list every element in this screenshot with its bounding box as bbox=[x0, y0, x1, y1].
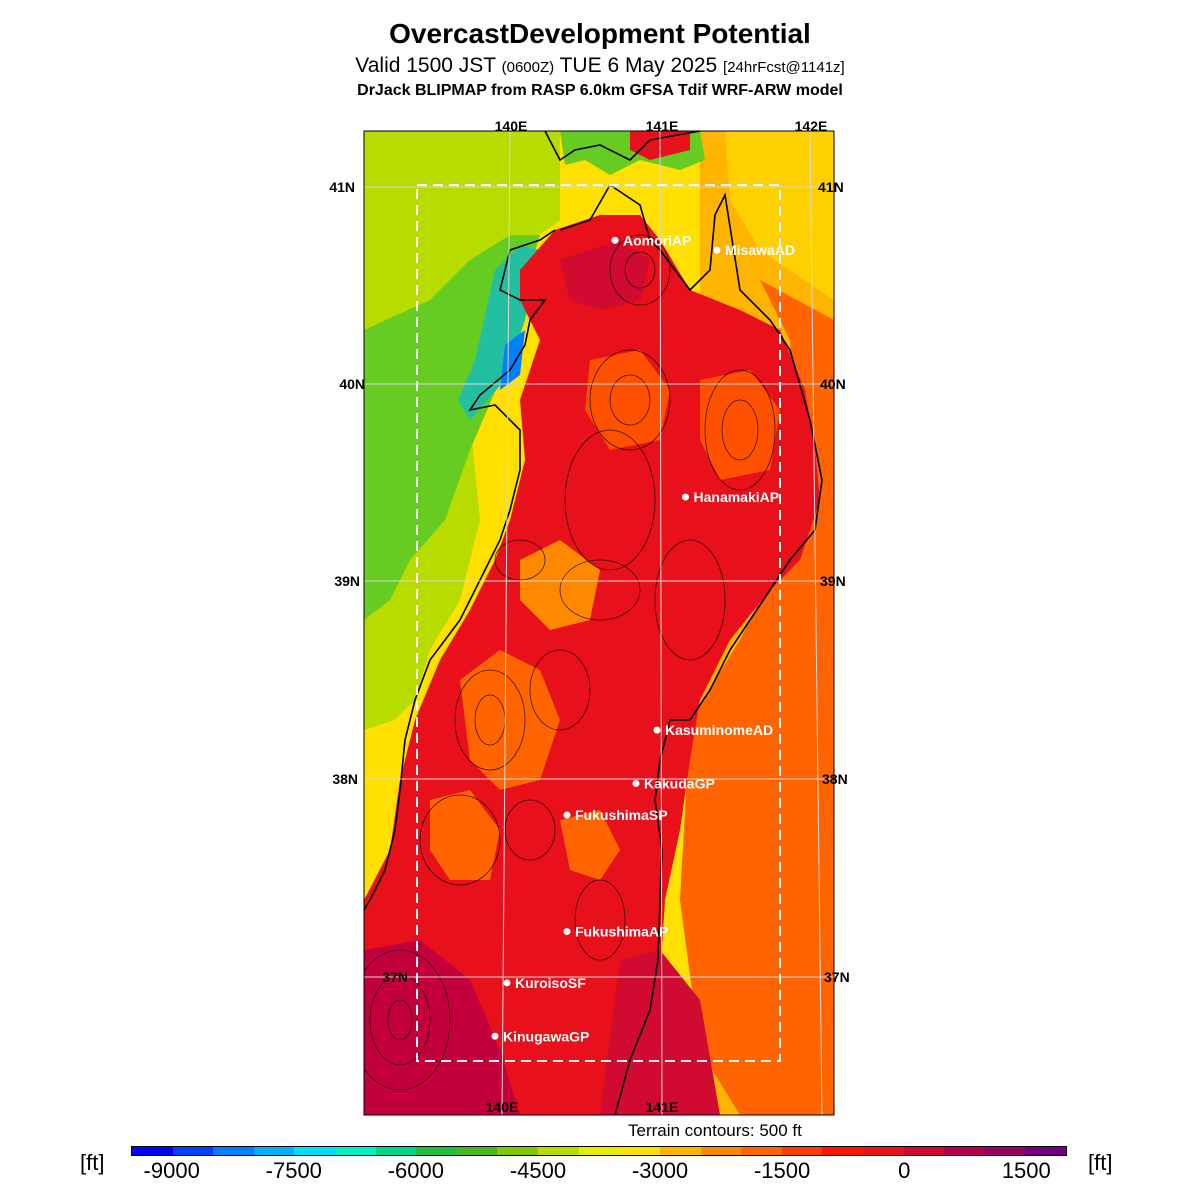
colorbar-swatch bbox=[375, 1147, 417, 1155]
coastline-north bbox=[544, 131, 701, 162]
land-darkred-n bbox=[560, 240, 650, 310]
colorbar-tick-label: -6000 bbox=[387, 1158, 444, 1183]
lon-label-top: 141E bbox=[646, 118, 679, 134]
colorbar-swatch bbox=[578, 1147, 620, 1155]
lat-label-left: 41N bbox=[329, 179, 355, 195]
station-label: FukushimaAP bbox=[575, 924, 668, 940]
lat-label-left: 38N bbox=[332, 771, 358, 787]
colorbar-swatch bbox=[253, 1147, 295, 1155]
colorbar-swatch bbox=[700, 1147, 742, 1155]
sea-blue-zone bbox=[500, 330, 525, 390]
colorbar-swatch bbox=[335, 1147, 376, 1155]
lat-label-left: 40N bbox=[339, 376, 365, 392]
colorbar-unit-left: [ft] bbox=[80, 1150, 105, 1175]
colorbar-swatch bbox=[497, 1147, 539, 1155]
colorbar-swatch bbox=[416, 1147, 457, 1155]
colorbar-swatch bbox=[213, 1147, 254, 1155]
lat-label-right: 37N bbox=[824, 969, 850, 985]
lat-label-left: 39N bbox=[334, 573, 360, 589]
land-orange-4 bbox=[700, 370, 780, 480]
colorbar-swatch bbox=[862, 1147, 904, 1155]
station-label: KasuminomeAD bbox=[665, 722, 773, 738]
valid-time-line: Valid 1500 JST (0600Z) TUE 6 May 2025 [2… bbox=[0, 54, 1200, 78]
colorbar-swatch bbox=[619, 1147, 660, 1155]
station-marker bbox=[611, 236, 619, 244]
colorbar-tick-label: -4500 bbox=[509, 1158, 567, 1183]
colorbar-tick-label: 0 bbox=[898, 1158, 911, 1183]
valid-main: Valid 1500 JST bbox=[355, 54, 496, 77]
valid-utc: (0600Z) bbox=[501, 59, 555, 76]
terrain-contour-note: Terrain contours: 500 ft bbox=[628, 1121, 802, 1140]
lon-label-top: 140E bbox=[495, 118, 528, 134]
lat-label-left: 37N bbox=[382, 969, 408, 985]
colorbar-tick-label: 1500 bbox=[1001, 1158, 1051, 1183]
lat-label-right: 40N bbox=[820, 376, 846, 392]
colorbar-swatch bbox=[903, 1147, 945, 1155]
colorbar-swatch bbox=[944, 1147, 985, 1155]
page-title: OvercastDevelopment Potential bbox=[389, 18, 811, 49]
colorbar-tick-label: -9000 bbox=[143, 1158, 200, 1183]
land-orange-5 bbox=[430, 790, 500, 880]
colorbar-swatch bbox=[1025, 1147, 1067, 1155]
colorbar-swatch bbox=[132, 1147, 173, 1155]
station-label: KuroisoSF bbox=[515, 975, 586, 991]
station-label: MisawaAD bbox=[725, 242, 795, 258]
station-label: AomoriAP bbox=[623, 232, 691, 248]
station-marker bbox=[713, 246, 721, 254]
valid-date: TUE 6 May 2025 bbox=[559, 54, 718, 77]
land-orange-1 bbox=[460, 650, 560, 790]
station-label: KakudaGP bbox=[644, 775, 715, 791]
colorbar-tick-label: -3000 bbox=[631, 1158, 689, 1183]
lon-label-bottom: 140E bbox=[486, 1099, 519, 1115]
station-label: FukushimaSP bbox=[575, 807, 668, 823]
colorbar-swatch bbox=[741, 1147, 782, 1155]
lon-label-bottom: 141E bbox=[646, 1099, 679, 1115]
map-frame bbox=[363, 130, 835, 1116]
station-marker bbox=[563, 928, 571, 936]
colorbar-swatch bbox=[172, 1147, 214, 1155]
colorbar-swatch bbox=[984, 1147, 1026, 1155]
land-darkred-sw bbox=[364, 940, 520, 1115]
coastline-west bbox=[364, 229, 556, 911]
map-field bbox=[364, 131, 834, 1115]
graticule bbox=[364, 131, 834, 1115]
station-marker bbox=[682, 493, 689, 501]
station-marker bbox=[653, 726, 661, 734]
model-line: DrJack BLIPMAP from RASP 6.0km GFSA Tdif… bbox=[357, 82, 843, 99]
colorbar-swatch bbox=[781, 1147, 823, 1155]
colorbar-swatch bbox=[294, 1147, 336, 1155]
colorbar-tick-label: -7500 bbox=[265, 1158, 322, 1183]
lat-label-right: 38N bbox=[822, 771, 848, 787]
station-marker bbox=[563, 811, 571, 819]
land-orange-3 bbox=[585, 350, 670, 450]
station-label: HanamakiAP bbox=[694, 489, 780, 505]
land-orange-2 bbox=[520, 540, 600, 630]
sea-cyan-zone bbox=[458, 245, 540, 420]
colorbar-swatch bbox=[659, 1147, 701, 1155]
terrain-contours bbox=[364, 234, 776, 1091]
colorbar-tick-label: -1500 bbox=[753, 1158, 811, 1183]
colorbar bbox=[131, 1146, 1067, 1156]
station-marker bbox=[503, 979, 511, 987]
colorbar-swatch bbox=[538, 1147, 579, 1155]
lat-label-right: 41N bbox=[818, 179, 844, 195]
station-markers: AomoriAP MisawaAD HanamakiAP KasuminomeAD Ka… bbox=[491, 232, 795, 1044]
land-orange-6 bbox=[560, 810, 620, 880]
lon-label-top: 142E bbox=[795, 118, 828, 134]
colorbar-swatch bbox=[456, 1147, 498, 1155]
valid-forecast: [24hrFcst@1141z] bbox=[723, 59, 845, 76]
station-marker bbox=[632, 779, 640, 787]
colorbar-unit-right: [ft] bbox=[1088, 1150, 1113, 1175]
station-label: KinugawaGP bbox=[503, 1028, 589, 1044]
station-marker bbox=[491, 1032, 499, 1040]
domain-box bbox=[416, 184, 781, 1062]
land-darkred-se bbox=[600, 950, 720, 1115]
lat-label-right: 39N bbox=[820, 573, 846, 589]
colorbar-swatch bbox=[822, 1147, 863, 1155]
